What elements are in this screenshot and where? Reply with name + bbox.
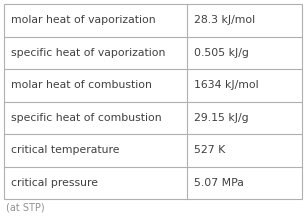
Text: 527 K: 527 K xyxy=(194,145,226,155)
Text: 28.3 kJ/mol: 28.3 kJ/mol xyxy=(194,15,256,25)
Text: (at STP): (at STP) xyxy=(6,203,45,213)
Text: 0.505 kJ/g: 0.505 kJ/g xyxy=(194,48,249,58)
Bar xyxy=(4,4,302,199)
Text: specific heat of combustion: specific heat of combustion xyxy=(11,113,162,123)
Text: molar heat of vaporization: molar heat of vaporization xyxy=(11,15,156,25)
Text: critical temperature: critical temperature xyxy=(11,145,120,155)
Text: 5.07 MPa: 5.07 MPa xyxy=(194,178,244,188)
Text: critical pressure: critical pressure xyxy=(11,178,98,188)
Text: 29.15 kJ/g: 29.15 kJ/g xyxy=(194,113,249,123)
Text: molar heat of combustion: molar heat of combustion xyxy=(11,80,152,90)
Text: 1634 kJ/mol: 1634 kJ/mol xyxy=(194,80,259,90)
Text: specific heat of vaporization: specific heat of vaporization xyxy=(11,48,165,58)
